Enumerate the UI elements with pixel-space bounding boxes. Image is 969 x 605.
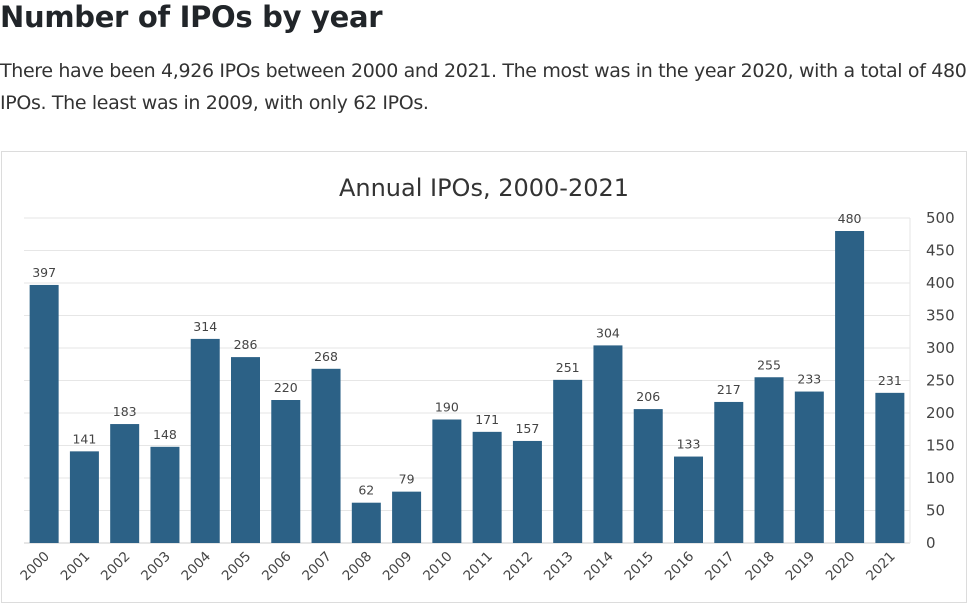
bar-2021[interactable] [875,392,905,543]
data-label-2008: 62 [358,483,374,498]
x-tick-label: 2007 [299,549,335,585]
x-tick-label: 2018 [742,549,778,585]
data-label-2000: 397 [32,265,56,280]
y-tick-label: 500 [926,209,955,227]
bar-2009[interactable] [392,491,422,543]
x-tick-label: 2001 [58,549,94,585]
data-label-2002: 183 [113,404,137,419]
bar-2001[interactable] [69,451,99,543]
x-tick-label: 2014 [581,549,617,585]
x-tick-label: 2019 [783,549,819,585]
y-tick-label: 450 [926,242,955,260]
bar-2013[interactable] [553,379,583,543]
data-label-2014: 304 [596,325,620,340]
bar-2004[interactable] [190,338,220,543]
bar-2002[interactable] [110,424,140,543]
y-tick-label: 100 [926,469,955,487]
data-label-2021: 231 [878,373,902,388]
x-tick-label: 2015 [621,549,657,585]
x-tick-label: 2010 [420,549,456,585]
x-tick-label: 2021 [863,549,899,585]
data-label-2010: 190 [435,400,459,415]
chart-title: Annual IPOs, 2000-2021 [339,174,629,202]
x-tick-label: 2011 [460,549,496,585]
y-tick-label: 150 [926,437,955,455]
bar-2019[interactable] [794,391,824,543]
data-label-2017: 217 [717,382,741,397]
x-tick-label: 2012 [501,549,537,585]
x-axis: 2000 2001 2002 2003 2004 2005 2006 2007 2008 2009… [17,549,898,585]
bar-2005[interactable] [231,357,260,543]
y-tick-label: 0 [926,534,936,552]
bar-2003[interactable] [150,446,180,543]
y-tick-label: 400 [926,274,955,292]
y-tick-label: 250 [926,372,955,390]
data-label-2003: 148 [153,427,177,442]
x-tick-label: 2006 [259,549,295,585]
bar-2017[interactable] [714,401,744,543]
data-label-2016: 133 [677,437,701,452]
x-tick-label: 2009 [380,549,416,585]
data-label-2011: 171 [475,412,499,427]
x-tick-label: 2016 [662,549,698,585]
data-label-2015: 206 [636,389,660,404]
bar-2020[interactable] [835,231,865,543]
y-tick-label: 200 [926,404,955,422]
y-tick-label: 50 [926,502,945,520]
bars [29,231,905,544]
x-tick-label: 2013 [541,549,577,585]
data-label-2012: 157 [515,421,539,436]
bar-2016[interactable] [674,456,703,543]
data-label-2009: 79 [399,472,415,487]
data-label-2013: 251 [556,360,580,375]
bar-2010[interactable] [432,419,462,544]
data-label-2004: 314 [193,319,217,334]
bar-2008[interactable] [351,502,381,543]
data-label-2007: 268 [314,349,338,364]
data-label-2006: 220 [274,380,298,395]
bar-2000[interactable] [29,284,59,543]
x-tick-label: 2008 [340,549,376,585]
y-axis: 0 50 100 150 200 250 300 350 400 450 500 [926,209,955,552]
bar-2011[interactable] [472,431,502,543]
data-label-2001: 141 [72,431,96,446]
x-tick-label: 2005 [219,549,255,585]
bar-2007[interactable] [311,368,341,543]
data-label-2020: 480 [838,211,862,226]
bar-2015[interactable] [633,409,663,543]
x-tick-label: 2020 [823,549,859,585]
y-tick-label: 350 [926,307,955,325]
x-tick-label: 2000 [17,549,53,585]
y-tick-label: 300 [926,339,955,357]
bar-2006[interactable] [271,400,301,543]
x-tick-label: 2002 [98,549,134,585]
x-tick-label: 2003 [138,549,174,585]
data-label-2019: 233 [797,372,821,387]
bar-2012[interactable] [512,440,542,543]
x-tick-label: 2004 [178,549,214,585]
page-title: Number of IPOs by year [0,0,383,34]
bar-2014[interactable] [593,345,623,543]
intro-paragraph: There have been 4,926 IPOs between 2000 … [0,60,967,114]
data-label-2005: 286 [234,337,258,352]
data-label-2018: 255 [757,357,781,372]
data-labels: 397 141 183 148 314 286 220 268 62 79 190 171 157 251… [32,211,902,498]
bar-2018[interactable] [754,377,784,543]
x-tick-label: 2017 [702,549,738,585]
